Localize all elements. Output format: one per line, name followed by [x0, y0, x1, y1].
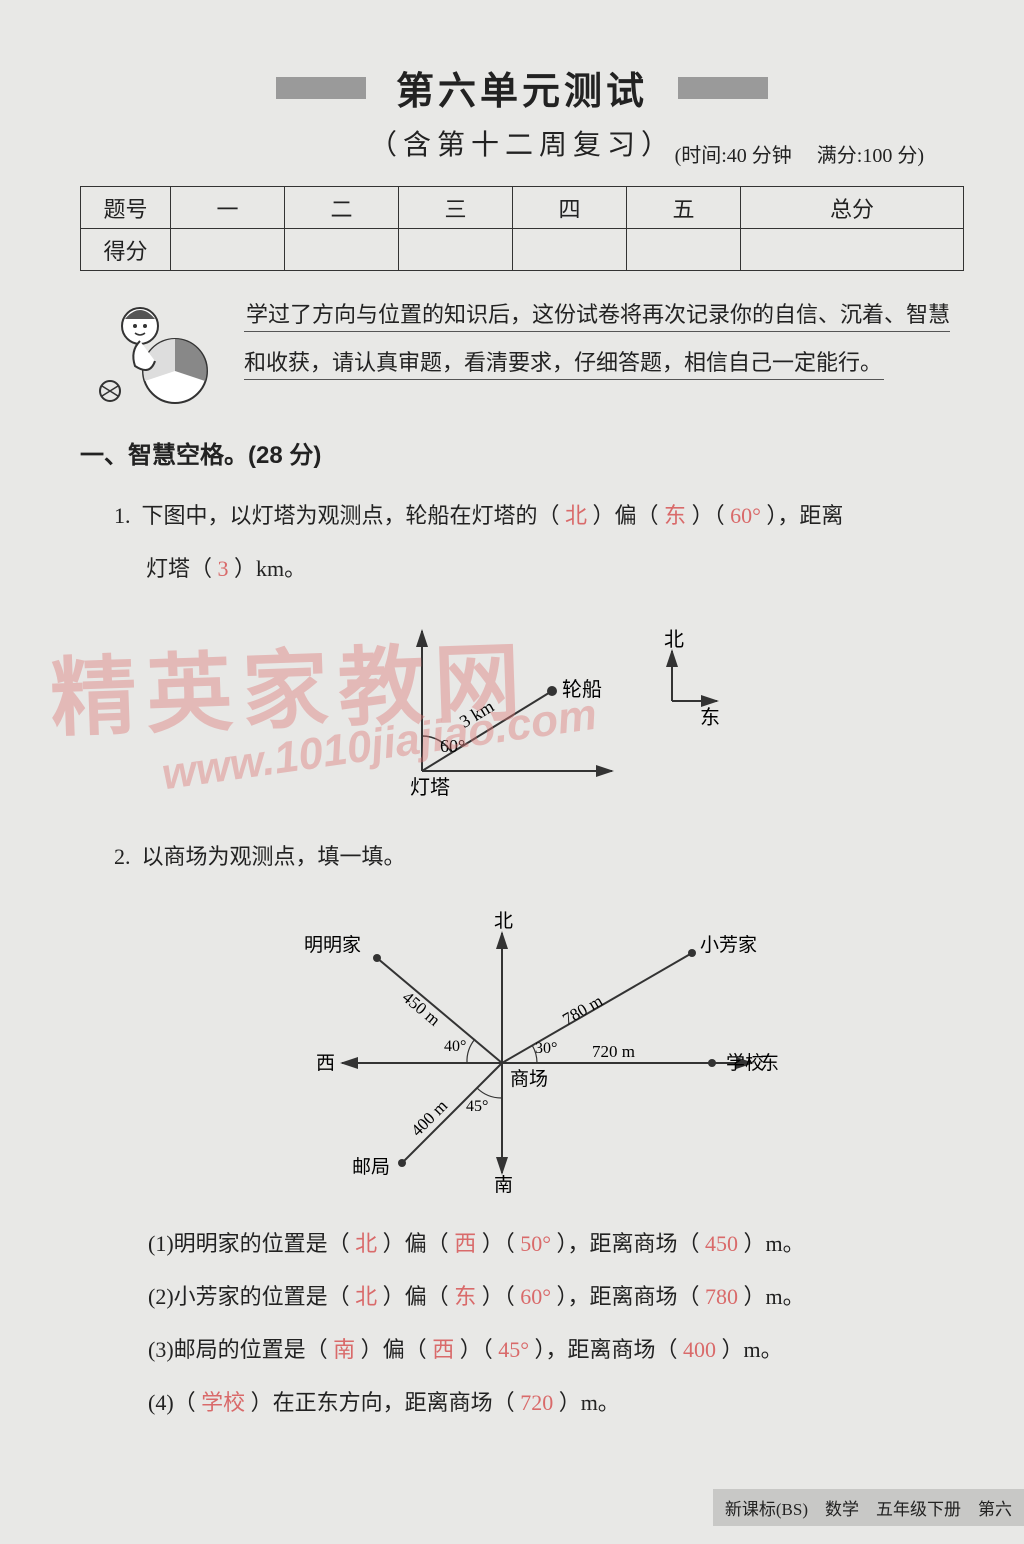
q-text: ）（: [482, 1284, 515, 1309]
q2-sub4: (4)（ 学校 ）在正东方向，距离商场（ 720 ）m。: [148, 1377, 964, 1430]
q-text: (2)小芳家的位置是（: [148, 1284, 350, 1309]
q-text: ）偏（: [361, 1337, 427, 1362]
answer: 东: [664, 503, 686, 528]
north-label: 北: [664, 628, 684, 651]
q2-sub3: (3)邮局的位置是（ 南 ）偏（ 西 ）（ 45° ），距离商场（ 400 ）m…: [148, 1324, 964, 1377]
q-text: ）（: [482, 1231, 515, 1256]
svg-text:西: 西: [316, 1053, 335, 1074]
tower-label: 灯塔: [410, 776, 450, 799]
svg-text:小芳家: 小芳家: [700, 934, 757, 956]
q1-diagram: 60° 3 km 轮船 灯塔 北 东: [80, 606, 964, 811]
dist-label: 3 km: [456, 695, 498, 731]
svg-text:南: 南: [494, 1174, 513, 1193]
intro-text: 学过了方向与位置的知识后，这份试卷将再次记录你的自信、沉着、智慧和收获，请认真审…: [244, 291, 964, 388]
q-text: ）偏（: [593, 503, 659, 528]
q-text: (3)邮局的位置是（: [148, 1337, 328, 1362]
svg-text:400 m: 400 m: [407, 1096, 451, 1140]
q2-sub2: (2)小芳家的位置是（ 北 ）偏（ 东 ）（ 60° ），距离商场（ 780 ）…: [148, 1271, 964, 1324]
svg-text:北: 北: [494, 910, 513, 932]
q-text: ），距离: [766, 503, 843, 528]
q2-text: 2. 以商场为观测点，填一填。: [114, 831, 964, 884]
svg-text:40°: 40°: [444, 1038, 466, 1055]
q2-sub1: (1)明明家的位置是（ 北 ）偏（ 西 ）（ 50° ），距离商场（ 450 ）…: [148, 1218, 964, 1271]
q-text: (1)明明家的位置是（: [148, 1231, 350, 1256]
q2-diagram: 明明家 450 m 40° 小芳家 780 m 30° 720 m 学校 邮局 …: [80, 893, 964, 1198]
q-text: ）（: [460, 1337, 493, 1362]
answer: 北: [355, 1231, 377, 1256]
answer: 3: [218, 556, 229, 581]
svg-text:30°: 30°: [535, 1040, 557, 1057]
main-title: 第六单元测试: [396, 60, 648, 115]
cartoon-kid-icon: [80, 291, 230, 411]
answer: 北: [355, 1284, 377, 1309]
title-bar-left: [276, 77, 366, 99]
q-text: ），距离商场（: [557, 1284, 700, 1309]
q-text: ）偏（: [383, 1231, 449, 1256]
table-row: 题号 一 二 三 四 五 总分: [81, 187, 964, 229]
intro-box: 学过了方向与位置的知识后，这份试卷将再次记录你的自信、沉着、智慧和收获，请认真审…: [80, 291, 964, 411]
answer: 450: [705, 1231, 738, 1256]
svg-text:780 m: 780 m: [559, 991, 606, 1029]
q1-text: 1. 下图中，以灯塔为观测点，轮船在灯塔的（ 北 ）偏（ 东 ）（ 60° ），…: [114, 490, 964, 596]
svg-text:720 m: 720 m: [592, 1042, 635, 1061]
footer: 新课标(BS) 数学 五年级下册 第六: [713, 1489, 1024, 1526]
row-label: 题号: [81, 187, 171, 229]
q-text: ）偏（: [383, 1284, 449, 1309]
q-text: ）m。: [744, 1284, 805, 1309]
angle-label: 60°: [440, 736, 465, 756]
q-num: 1.: [114, 503, 131, 528]
score-table: 题号 一 二 三 四 五 总分 得分: [80, 186, 964, 271]
section-heading: 一、智慧空格。(28 分): [80, 435, 964, 470]
col-head: 二: [285, 187, 399, 229]
q-text: (4)（: [148, 1390, 196, 1415]
col-head: 四: [513, 187, 627, 229]
answer: 720: [520, 1390, 553, 1415]
answer: 北: [565, 503, 587, 528]
row-label: 得分: [81, 229, 171, 271]
q-text: ）m。: [559, 1390, 620, 1415]
q-text: 灯塔（: [146, 556, 212, 581]
answer: 780: [705, 1284, 738, 1309]
answer: 45°: [498, 1337, 529, 1362]
answer: 西: [454, 1231, 476, 1256]
q-text: 下图中，以灯塔为观测点，轮船在灯塔的（: [142, 503, 560, 528]
score-label: 满分:100 分): [817, 145, 924, 167]
answer: 西: [432, 1337, 454, 1362]
col-head: 五: [627, 187, 741, 229]
col-head: 一: [171, 187, 285, 229]
q-text: ）m。: [744, 1231, 805, 1256]
q-text: ）km。: [234, 556, 306, 581]
q-text: ），距离商场（: [557, 1231, 700, 1256]
svg-text:商场: 商场: [510, 1068, 548, 1090]
answer: 东: [454, 1284, 476, 1309]
svg-text:450 m: 450 m: [399, 988, 444, 1030]
answer: 50°: [520, 1231, 551, 1256]
intro-content: 学过了方向与位置的知识后，这份试卷将再次记录你的自信、沉着、智慧和收获，请认真审…: [244, 298, 950, 380]
q-text: ）在正东方向，距离商场（: [251, 1390, 515, 1415]
svg-text:学校: 学校: [726, 1052, 764, 1074]
col-head: 三: [399, 187, 513, 229]
title-bar-right: [678, 77, 768, 99]
east-label: 东: [700, 706, 720, 729]
q-text: ），距离商场（: [535, 1337, 678, 1362]
col-head: 总分: [741, 187, 964, 229]
answer: 学校: [201, 1390, 245, 1415]
table-row: 得分: [81, 229, 964, 271]
q-text: ）（: [692, 503, 725, 528]
time-label: (时间:40 分钟: [675, 145, 792, 167]
svg-text:45°: 45°: [466, 1098, 488, 1115]
q-num: 2.: [114, 844, 131, 869]
answer: 60°: [730, 503, 761, 528]
svg-text:邮局: 邮局: [352, 1156, 390, 1178]
svg-text:明明家: 明明家: [304, 934, 361, 956]
q-text: ）m。: [722, 1337, 783, 1362]
answer: 南: [333, 1337, 355, 1362]
title-row: 第六单元测试: [80, 60, 964, 115]
answer: 400: [683, 1337, 716, 1362]
q-text: 以商场为观测点，填一填。: [142, 844, 406, 869]
svg-text:东: 东: [760, 1052, 779, 1074]
answer: 60°: [520, 1284, 551, 1309]
ship-label: 轮船: [562, 678, 602, 701]
